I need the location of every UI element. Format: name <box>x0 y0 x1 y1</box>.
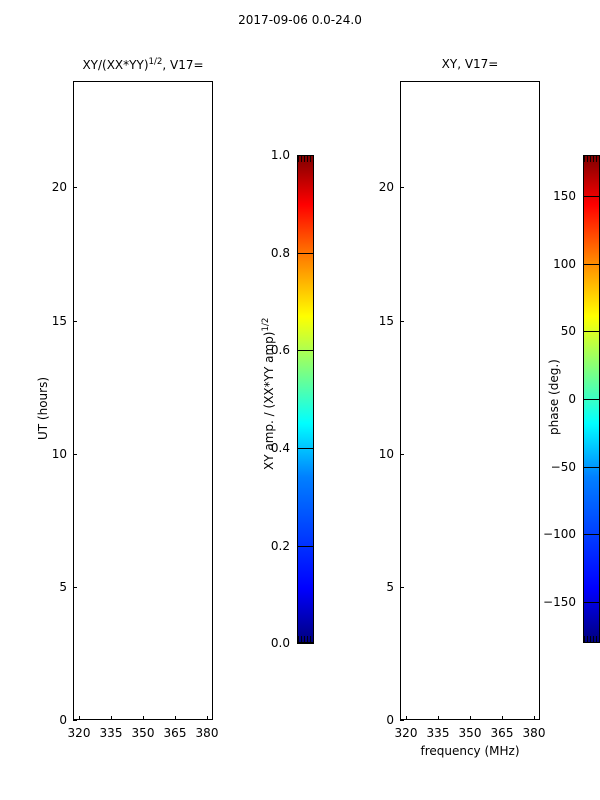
left-cbar-tick-0.8 <box>297 253 314 254</box>
left-colorbar-gradient <box>298 156 313 642</box>
left-ytick-mark-15 <box>73 321 77 322</box>
left-cbar-tick-0.0 <box>297 643 314 644</box>
right-ytick-mark-10 <box>400 454 404 455</box>
left-cbar-tick-0.2 <box>297 546 314 547</box>
left-ytick-label-15: 15 <box>51 314 67 328</box>
left-ytick-mark-0 <box>73 720 77 721</box>
left-ytick-mark-5 <box>73 587 77 588</box>
right-ytick-label-10: 10 <box>378 447 394 461</box>
left-ytick-label-5: 5 <box>59 580 67 594</box>
right-cbar-tick-150 <box>583 196 600 197</box>
right-cbar-tick--100 <box>583 534 600 535</box>
left-xtick-label-380: 380 <box>195 726 219 740</box>
right-cbar-label-50: 50 <box>560 324 576 338</box>
left-xtick-label-320: 320 <box>67 726 91 740</box>
left-colorbar-label-main: XY amp. / (XX*YY amp) <box>262 331 276 470</box>
right-xtick-mark-350 <box>470 716 471 720</box>
right-xtick-mark-335 <box>438 716 439 720</box>
left-panel-title-main: XY/(XX*YY) <box>82 58 149 72</box>
left-xtick-label-335: 335 <box>99 726 123 740</box>
left-cbar-tick-0.6 <box>297 350 314 351</box>
left-ytick-label-10: 10 <box>51 447 67 461</box>
left-colorbar-under-hatch <box>298 636 313 642</box>
right-colorbar-over-hatch <box>584 156 599 162</box>
left-panel-axes <box>73 81 213 720</box>
right-cbar-label-0: 0 <box>568 392 576 406</box>
right-ytick-label-0: 0 <box>386 713 394 727</box>
left-panel-ylabel: UT (hours) <box>36 376 50 440</box>
left-panel-title-exponent: 1/2 <box>148 57 163 67</box>
right-xtick-mark-365 <box>502 716 503 720</box>
right-cbar-label-100: 100 <box>553 257 576 271</box>
left-xtick-mark-320 <box>79 716 80 720</box>
left-ytick-label-20: 20 <box>51 180 67 194</box>
right-xtick-label-350: 350 <box>458 726 482 740</box>
right-panel-title: XY, V17= <box>441 57 499 71</box>
right-colorbar-under-hatch <box>584 636 599 642</box>
right-cbar-tick--150 <box>583 602 600 603</box>
left-ytick-label-0: 0 <box>59 713 67 727</box>
left-cbar-label-0.6: 0.6 <box>270 343 290 357</box>
right-ytick-label-5: 5 <box>386 580 394 594</box>
right-ytick-mark-0 <box>400 720 404 721</box>
left-colorbar-over-hatch <box>298 156 313 162</box>
right-xtick-mark-380 <box>534 716 535 720</box>
left-xtick-label-365: 365 <box>163 726 187 740</box>
left-ytick-mark-10 <box>73 454 77 455</box>
figure-xlabel: frequency (MHz) <box>420 744 520 758</box>
right-xtick-label-365: 365 <box>490 726 514 740</box>
left-colorbar-label-exponent: 1/2 <box>261 317 271 332</box>
left-panel-title-tail: , V17= <box>162 58 204 72</box>
right-cbar-label--50: −50 <box>550 460 576 474</box>
right-cbar-tick-100 <box>583 264 600 265</box>
left-ytick-mark-20 <box>73 187 77 188</box>
figure-suptitle: 2017-09-06 0.0-24.0 <box>238 13 362 27</box>
right-xtick-label-335: 335 <box>426 726 450 740</box>
right-ytick-label-20: 20 <box>378 180 394 194</box>
left-cbar-label-0.2: 0.2 <box>270 539 290 553</box>
right-cbar-tick--50 <box>583 467 600 468</box>
right-ytick-mark-20 <box>400 187 404 188</box>
left-xtick-mark-350 <box>143 716 144 720</box>
left-xtick-label-350: 350 <box>131 726 155 740</box>
right-cbar-label--150: −150 <box>543 595 576 609</box>
right-panel-axes <box>400 81 540 720</box>
left-cbar-tick-1.0 <box>297 155 314 156</box>
right-cbar-tick-0 <box>583 399 600 400</box>
right-cbar-label--100: −100 <box>543 527 576 541</box>
left-xtick-mark-335 <box>111 716 112 720</box>
left-xtick-mark-365 <box>175 716 176 720</box>
right-xtick-label-380: 380 <box>522 726 546 740</box>
right-xtick-label-320: 320 <box>394 726 418 740</box>
left-panel-title: XY/(XX*YY)1/2, V17= <box>73 58 213 71</box>
right-ytick-mark-5 <box>400 587 404 588</box>
left-cbar-label-0.4: 0.4 <box>270 441 290 455</box>
left-cbar-label-0.0: 0.0 <box>270 636 290 650</box>
left-colorbar[interactable] <box>297 155 314 643</box>
left-cbar-label-0.8: 0.8 <box>270 246 290 260</box>
right-colorbar-label: phase (deg.) <box>547 359 561 435</box>
right-cbar-label-150: 150 <box>553 189 576 203</box>
left-xtick-mark-380 <box>207 716 208 720</box>
right-xtick-mark-320 <box>406 716 407 720</box>
left-colorbar-label: XY amp. / (XX*YY amp)1/2 <box>261 317 276 470</box>
left-cbar-label-1.0: 1.0 <box>270 148 290 162</box>
right-cbar-tick-50 <box>583 331 600 332</box>
right-ytick-label-15: 15 <box>378 314 394 328</box>
right-ytick-mark-15 <box>400 321 404 322</box>
left-cbar-tick-0.4 <box>297 448 314 449</box>
